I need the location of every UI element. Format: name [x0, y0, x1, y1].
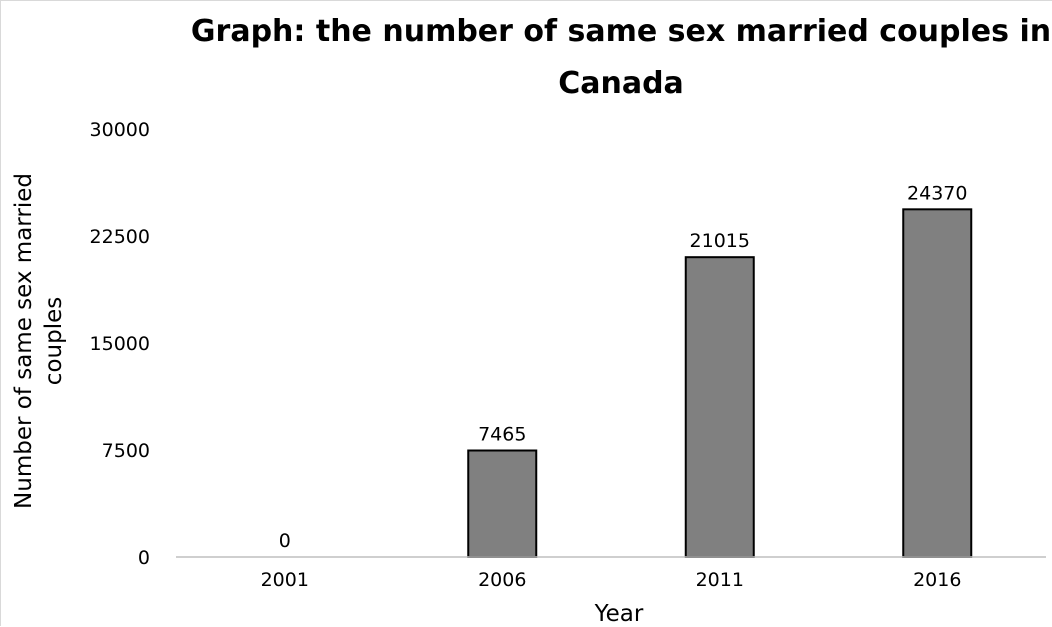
x-tick-label-2011: 2011 [696, 569, 744, 591]
data-label-2011: 21015 [690, 230, 750, 252]
chart-title-line-1: Graph: the number of same sex married co… [191, 14, 1051, 49]
chart-title-line-2: Canada [558, 66, 684, 101]
x-axis-title: Year [594, 601, 644, 627]
bar-2006 [467, 449, 538, 558]
bar-2011 [684, 256, 755, 558]
bar-2016 [902, 208, 973, 559]
y-axis-title-line-2: couples [41, 297, 67, 385]
bar-series [467, 208, 973, 559]
data-label-2006: 7465 [478, 423, 526, 445]
y-tick-label: 22500 [90, 226, 150, 248]
x-tick-label-2016: 2016 [913, 569, 961, 591]
y-tick-label: 15000 [90, 333, 150, 355]
data-label-2016: 24370 [907, 182, 967, 204]
y-tick-label: 7500 [102, 440, 150, 462]
data-label-2001: 0 [279, 530, 291, 552]
y-tick-label: 0 [138, 547, 150, 569]
x-tick-label-2006: 2006 [478, 569, 526, 591]
y-tick-label: 30000 [90, 119, 150, 141]
x-axis-ticks: 2001 2006 2011 2016 [261, 569, 962, 591]
y-axis-title-line-1: Number of same sex married [11, 173, 37, 509]
data-labels: 0 7465 21015 24370 [279, 182, 968, 552]
x-tick-label-2001: 2001 [261, 569, 309, 591]
y-axis-ticks: 0 7500 15000 22500 30000 [90, 119, 150, 569]
y-axis-title: Number of same sex married couples [11, 173, 67, 509]
